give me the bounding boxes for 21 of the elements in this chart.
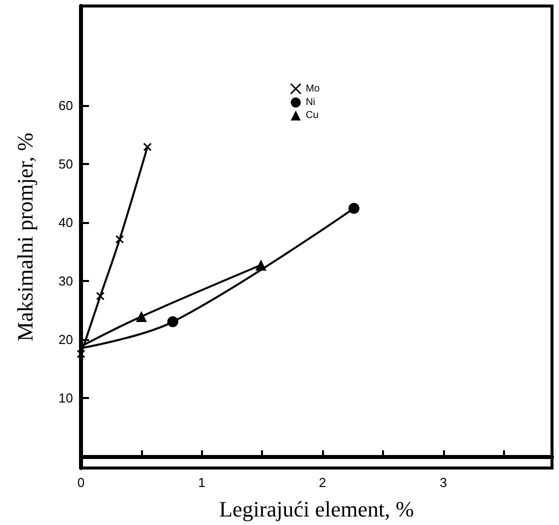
x-tick-label: 3 xyxy=(440,475,447,490)
y-tick-label: 40 xyxy=(58,214,73,230)
point xyxy=(167,316,178,328)
x-tick-label: 0 xyxy=(77,475,85,490)
y-axis-title: Maksimalni promjer, % xyxy=(12,132,38,342)
point xyxy=(348,202,360,214)
legend-label: Cu xyxy=(306,110,319,121)
point xyxy=(76,350,86,358)
x-tick-label: 1 xyxy=(198,475,206,490)
legend-label: Ni xyxy=(306,97,316,108)
y-tick-label: 60 xyxy=(58,98,73,113)
point xyxy=(143,142,152,152)
legend-label: Mo xyxy=(306,83,320,94)
y-tick-label: 50 xyxy=(58,156,73,172)
x-tick-label: 2 xyxy=(318,475,326,490)
y-tick-label: 30 xyxy=(58,273,73,288)
y-tick-label: 20 xyxy=(58,332,73,347)
point xyxy=(96,292,105,300)
point xyxy=(115,235,124,244)
x-axis-title: Legirajući element, % xyxy=(219,496,414,522)
y-tick-label: 10 xyxy=(58,390,73,406)
